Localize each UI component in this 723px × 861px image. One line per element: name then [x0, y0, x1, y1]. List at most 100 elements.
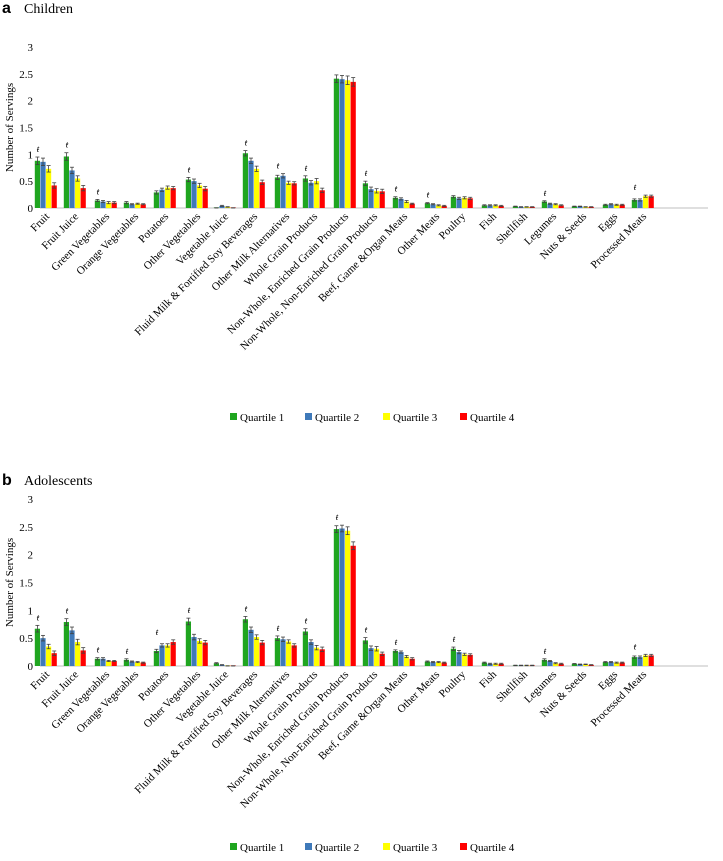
bar-quartile-4 [140, 204, 146, 208]
bar-quartile-2 [248, 160, 254, 208]
y-tick-label: 0 [28, 203, 34, 215]
bar-quartile-4 [379, 653, 385, 666]
bar-quartile-3 [46, 646, 52, 666]
bar-quartile-2 [100, 658, 106, 666]
bar-quartile-2 [608, 662, 614, 666]
bar-quartile-4 [170, 642, 176, 666]
significance-marker: ŧ [66, 140, 69, 150]
x-category-label: Poultry [437, 210, 469, 242]
bar-quartile-3 [75, 642, 81, 666]
bar-quartile-4 [291, 645, 297, 666]
bar-quartile-2 [280, 175, 286, 208]
bar-quartile-4 [319, 649, 325, 666]
bar-quartile-3 [462, 654, 468, 666]
bar-quartile-4 [558, 663, 564, 666]
bar-quartile-1 [34, 160, 40, 208]
bar-quartile-2 [398, 198, 404, 208]
bar-quartile-4 [379, 191, 385, 208]
bar-quartile-4 [441, 662, 447, 666]
y-axis-label: Number of Servings [4, 83, 16, 172]
panel-a: a Children 0 0.5 1 1.5 2 2.5 3 Number of Servings… [2, 0, 708, 424]
significance-marker: ŧ [427, 190, 430, 200]
bar-quartile-1 [602, 204, 608, 208]
legend-swatch [305, 413, 312, 420]
bar-quartile-4 [291, 183, 297, 208]
significance-marker: ŧ [188, 605, 191, 615]
bar-quartile-3 [345, 530, 351, 666]
bars: ŧ ŧ ŧ ŧ ŧ ŧ ŧ ŧ ŧ ŧ ŧ ŧ ŧ ŧ ŧ [34, 512, 654, 667]
bar-quartile-1 [571, 663, 577, 666]
bar-quartile-3 [493, 663, 499, 666]
bar-quartile-1 [274, 638, 280, 666]
panel-title: Adolescents [24, 474, 92, 489]
legend-entry: Quartile 4 [470, 412, 515, 424]
bar-quartile-3 [46, 168, 52, 208]
bar-quartile-1 [424, 203, 430, 208]
bar-quartile-4 [111, 202, 117, 208]
x-category-label: Eggs [596, 211, 620, 235]
bar-quartile-2 [280, 639, 286, 666]
significance-marker: ŧ [634, 641, 637, 651]
bar-quartile-1 [481, 205, 487, 208]
legend-entry: Quartile 3 [393, 842, 438, 854]
bar-quartile-1 [424, 661, 430, 666]
bar-quartile-2 [100, 201, 106, 208]
bar-quartile-2 [69, 170, 75, 208]
significance-marker: ŧ [336, 512, 339, 522]
bar-quartile-4 [441, 205, 447, 208]
bar-quartile-1 [274, 177, 280, 208]
bar-quartile-3 [462, 197, 468, 208]
y-tick-label: 1.5 [19, 578, 33, 590]
bars: ŧ ŧ ŧ ŧ ŧ ŧ ŧ ŧ ŧ ŧ ŧ ŧ [34, 74, 654, 209]
bar-quartile-1 [392, 650, 398, 666]
bar-quartile-4 [51, 653, 57, 666]
bar-quartile-2 [308, 182, 314, 208]
bar-quartile-3 [553, 204, 559, 208]
legend-swatch [460, 843, 467, 850]
bar-quartile-2 [69, 630, 75, 666]
bar-quartile-4 [140, 662, 146, 666]
bar-quartile-3 [314, 181, 320, 208]
bar-quartile-1 [63, 156, 69, 208]
bar-quartile-1 [481, 662, 487, 666]
bar-quartile-3 [614, 662, 620, 666]
bar-quartile-4 [170, 188, 176, 208]
bar-quartile-1 [242, 619, 248, 666]
y-tick-label: 2.5 [19, 522, 33, 534]
bar-quartile-3 [165, 645, 171, 666]
x-category-label: Non-Whole, Non-Enriched Grain Products [238, 211, 380, 353]
bar-quartile-2 [159, 645, 165, 666]
legend-entry: Quartile 4 [470, 842, 515, 854]
significance-marker: ŧ [305, 163, 308, 173]
x-category-label: Non-Whole, Non-Enriched Grain Products [238, 669, 380, 811]
bar-quartile-4 [409, 658, 415, 666]
bar-quartile-1 [333, 529, 339, 666]
bar-quartile-2 [487, 205, 493, 208]
bar-quartile-1 [450, 648, 456, 666]
significance-marker: ŧ [395, 184, 398, 194]
panel-title: Children [24, 2, 73, 17]
bar-quartile-3 [614, 204, 620, 208]
bar-quartile-1 [631, 657, 637, 666]
bar-quartile-2 [191, 181, 197, 208]
bar-quartile-3 [135, 662, 141, 666]
bar-quartile-3 [165, 187, 171, 208]
significance-marker: ŧ [365, 168, 368, 178]
bar-quartile-1 [153, 650, 159, 666]
bar-quartile-2 [191, 637, 197, 666]
bar-quartile-4 [498, 663, 504, 666]
x-category-label: Eggs [596, 669, 620, 693]
bar-quartile-3 [197, 185, 203, 208]
bar-quartile-1 [123, 202, 129, 208]
y-tick-label: 2 [28, 550, 34, 562]
bar-quartile-3 [583, 664, 589, 666]
bar-quartile-4 [259, 642, 265, 666]
bar-quartile-2 [637, 657, 643, 666]
bar-quartile-1 [302, 178, 308, 208]
bar-quartile-1 [185, 179, 191, 208]
bar-quartile-3 [135, 203, 141, 208]
bar-quartile-2 [577, 664, 583, 666]
bar-quartile-2 [248, 629, 254, 666]
bar-quartile-3 [493, 205, 499, 208]
